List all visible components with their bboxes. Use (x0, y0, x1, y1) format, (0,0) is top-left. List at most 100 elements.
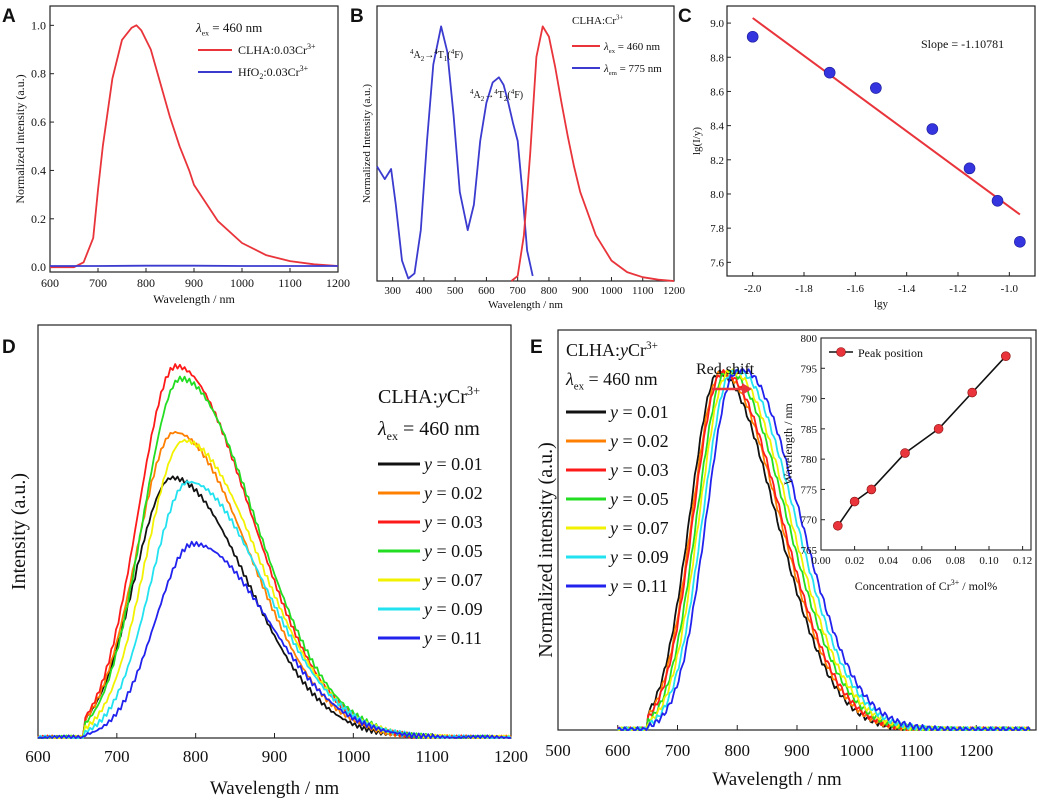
legend-sup: 3+ (307, 42, 316, 51)
inset-xtick-label: 0.06 (912, 555, 932, 567)
panel-c-data-point (963, 162, 976, 175)
panel-a-ytick-label: 0.2 (31, 212, 46, 226)
transition-part: F) (454, 50, 463, 61)
legend-value: = 0.09 (618, 547, 669, 567)
panel-e-xtick-label: 800 (725, 741, 751, 760)
lambda-symbol: λ (603, 41, 609, 53)
panel-b-frame (376, 5, 675, 282)
panel-c-xtick-label: -1.8 (795, 283, 813, 295)
panel-d-excitation-label: λex = 460 nm (377, 418, 480, 443)
legend-value: = 0.09 (432, 599, 483, 619)
legend-value: = 0.01 (432, 454, 483, 474)
legend-var: y (422, 599, 432, 619)
legend-var: y (608, 460, 618, 480)
panel-a-ylabel: Normalized intensity (a.u.) (13, 74, 27, 203)
panel-c-ytick-label: 9.0 (710, 18, 724, 30)
panel-c-ytick-label: 8.8 (710, 52, 724, 64)
legend-var: y (608, 431, 618, 451)
panel-e-redshift-label: Red shift (696, 361, 755, 378)
transition-part: 1 (444, 55, 448, 63)
panel-a-xtick-label: 1100 (278, 276, 302, 290)
panel-label-d: D (2, 337, 16, 358)
lambda-symbol: λ (603, 63, 609, 75)
title-part: CLHA: (566, 340, 620, 360)
inset-ytick-label: 785 (801, 424, 818, 436)
panel-d-legend-label: y = 0.07 (422, 570, 483, 590)
transition-part: 4 (451, 48, 455, 56)
panel-c-ytick-label: 7.8 (710, 223, 724, 235)
inset-frame (820, 337, 1032, 551)
xlabel-part: Concentration of Cr (855, 579, 951, 593)
lambda-subscript: em (609, 70, 618, 77)
panel-e-legend-label: y = 0.05 (608, 489, 669, 509)
panel-b-series-2 (510, 25, 675, 282)
inset-data-point (832, 520, 843, 531)
panel-e-xtick-label: 600 (605, 741, 631, 760)
title-part: y (618, 340, 628, 360)
transition-part: 4 (494, 88, 498, 96)
inset-ytick-label: 795 (801, 363, 818, 375)
panel-a-xlabel: Wavelength / nm (153, 292, 235, 306)
title-part: Cr (628, 340, 646, 360)
panel-e-legend-label: y = 0.09 (608, 547, 669, 567)
lambda-value: = 460 nm (615, 41, 660, 53)
panel-e-legend-label: y = 0.02 (608, 431, 669, 451)
panel-e-legend-label: y = 0.03 (608, 460, 669, 480)
panel-a-ytick-label: 0.0 (31, 260, 46, 274)
inset-xtick-label: 0.04 (879, 555, 899, 567)
legend-sup: 3+ (300, 64, 309, 73)
panel-e-xtick-label: 900 (784, 741, 810, 760)
panel-e-redshift-arrowhead (742, 383, 752, 395)
panel-label-e: E (530, 337, 543, 358)
legend-var: y (422, 483, 432, 503)
panel-a-ytick-label: 0.4 (31, 163, 46, 177)
superscript: 3+ (467, 384, 480, 398)
legend-value: = 0.07 (618, 518, 669, 538)
transition-part: T (438, 50, 444, 61)
panel-c-xtick-label: -2.0 (744, 283, 762, 295)
panel-d-xtick-label: 700 (104, 747, 130, 766)
lambda-value: = 775 nm (617, 63, 662, 75)
panel-d-xtick-label: 600 (25, 747, 51, 766)
title-part: CLHA:Cr (572, 15, 616, 27)
legend-var: y (608, 547, 618, 567)
transition-part: 4 (410, 48, 414, 56)
panel-e-xtick-label: 1000 (840, 741, 874, 760)
panel-d-xlabel: Wavelength / nm (210, 778, 340, 799)
transition-part: 4 (434, 48, 438, 56)
inset-data-point (849, 496, 860, 507)
legend-text: HfO (238, 65, 260, 79)
panel-b-xtick-label: 500 (447, 285, 464, 297)
panel-c-xtick-label: -1.2 (949, 283, 966, 295)
panel-label-a: A (2, 6, 16, 27)
panel-b-xtick-label: 400 (416, 285, 433, 297)
lambda-symbol: λ (195, 20, 202, 35)
title-part: y (436, 386, 447, 408)
panel-a-ytick-label: 1.0 (31, 18, 46, 32)
panel-d-series-7 (37, 540, 512, 739)
inset-ytick-label: 790 (801, 394, 818, 406)
legend-text: :0.03Cr (263, 65, 299, 79)
panel-d-legend-label: y = 0.01 (422, 454, 483, 474)
lambda-symbol: λ (565, 369, 574, 389)
xlabel-sup: 3+ (951, 578, 960, 587)
inset-ytick-label: 770 (801, 515, 818, 527)
panel-c-xtick-label: -1.0 (1001, 283, 1019, 295)
title-part: CLHA: (378, 386, 438, 408)
panel-d-xtick-label: 900 (262, 747, 288, 766)
lambda-subscript: ex (202, 28, 209, 37)
panel-b-series-1 (376, 25, 534, 280)
panel-c-fit-line (752, 17, 1021, 216)
panel-e-series-7 (617, 368, 1031, 731)
legend-var: y (422, 512, 432, 532)
panel-e-xlabel: Wavelength / nm (712, 769, 842, 790)
panel-c-slope-label: Slope = -1.10781 (921, 37, 1004, 51)
panel-c-data-point (1014, 236, 1026, 248)
legend-value: = 0.11 (618, 576, 668, 596)
panel-c-data-point (823, 66, 836, 79)
transition-part: F) (514, 90, 523, 101)
inset-data-point (866, 484, 877, 495)
legend-sub: 2 (259, 72, 263, 81)
panel-d-xtick-label: 800 (183, 747, 209, 766)
panel-a-series-1 (50, 24, 339, 269)
